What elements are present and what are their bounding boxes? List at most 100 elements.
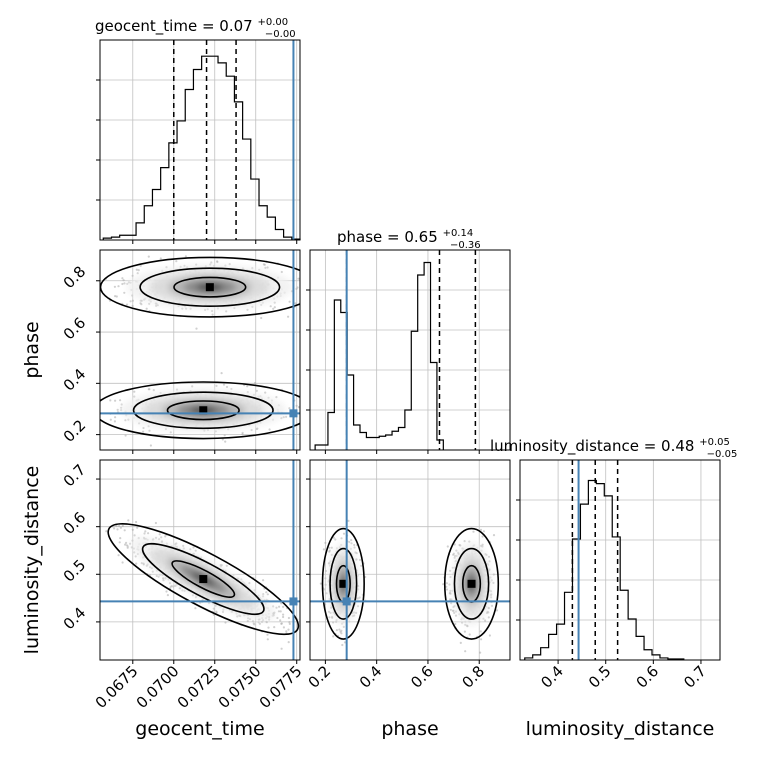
scatter-point: [215, 610, 218, 613]
phase-hist-frame: [309, 249, 511, 451]
x-tick-label: 0.6: [407, 662, 437, 692]
x-tick-label: 0.0700: [133, 662, 183, 712]
scatter-point: [136, 272, 139, 275]
scatter-point: [288, 407, 291, 410]
contour-line: [443, 527, 500, 640]
scatter-point: [488, 634, 491, 637]
scatter-point: [454, 622, 457, 626]
contour-line: [453, 547, 490, 620]
scatter-point: [257, 621, 260, 624]
density-peak: [205, 283, 214, 292]
scatter-point: [350, 542, 353, 545]
scatter-point: [258, 622, 261, 625]
scatter-point: [479, 630, 482, 633]
scatter-point: [142, 426, 145, 430]
scatter-point: [355, 611, 358, 615]
scatter-point: [288, 621, 291, 624]
scatter-point: [119, 537, 122, 540]
scatter-point: [342, 625, 345, 629]
scatter-point: [119, 526, 122, 529]
phase-title-sub: −0.36: [450, 240, 481, 251]
scatter-point: [122, 279, 125, 282]
scatter-point: [114, 399, 117, 402]
scatter-point: [287, 628, 290, 631]
scatter-point: [264, 266, 267, 269]
scatter-point: [155, 574, 158, 578]
scatter-point: [116, 408, 119, 411]
geocent_time-vs-phase-frame: [99, 249, 301, 451]
geocent-time-title: geocent_time = 0.07 +0.00 −0.00: [95, 11, 296, 40]
scatter-point: [272, 307, 275, 310]
phase-title-main: phase = 0.65: [337, 228, 438, 246]
scatter-point: [119, 399, 122, 402]
scatter-point: [135, 520, 138, 524]
geocent_time-vs-luminosity_distance-panel: [105, 519, 300, 650]
geocent_time-hist-frame: [99, 39, 301, 241]
scatter-point: [105, 530, 108, 533]
x-tick-label: 0.6: [633, 662, 663, 692]
scatter-point: [133, 390, 136, 393]
contour-line: [171, 560, 236, 598]
scatter-point: [230, 387, 233, 391]
scatter-point: [492, 573, 495, 576]
scatter-point: [343, 641, 347, 644]
scatter-point: [480, 638, 483, 641]
scatter-point: [276, 616, 279, 620]
scatter-point: [324, 577, 327, 580]
scatter-point: [169, 431, 172, 434]
phase-histogram: [314, 261, 444, 450]
scatter-point: [324, 569, 328, 573]
geocent-time-title-main: geocent_time = 0.07: [95, 17, 253, 36]
scatter-point: [265, 621, 268, 624]
scatter-point: [332, 536, 335, 539]
scatter-point: [131, 304, 134, 308]
scatter-point: [482, 530, 485, 533]
scatter-point: [123, 291, 126, 294]
scatter-point: [260, 620, 264, 624]
scatter-point: [328, 616, 331, 619]
scatter-point: [143, 532, 146, 535]
x-axis-label-luminosity-distance: luminosity_distance: [526, 718, 715, 740]
scatter-point: [449, 569, 452, 572]
scatter-point: [332, 621, 335, 624]
scatter-point: [340, 537, 343, 540]
density-peak: [199, 406, 208, 415]
geocent_time-vs-luminosity_distance-frame: [99, 459, 301, 661]
scatter-point: [297, 406, 300, 409]
scatter-point: [490, 604, 494, 608]
scatter-point: [115, 524, 118, 528]
scatter-point: [446, 545, 449, 548]
scatter-point: [236, 615, 239, 618]
scatter-point: [148, 388, 151, 391]
y-tick-label: 0.8: [60, 262, 90, 292]
scatter-point: [149, 444, 152, 447]
scatter-point: [221, 610, 225, 614]
scatter-point: [324, 541, 327, 545]
scatter-point: [481, 545, 484, 548]
scatter-point: [445, 588, 449, 591]
luminosity_distance-histogram: [524, 479, 685, 660]
y-tick-label: 0.7: [60, 461, 90, 491]
scatter-point: [147, 255, 150, 258]
x-axis-label-phase: phase: [381, 718, 438, 740]
scatter-point: [165, 266, 168, 269]
x-tick-label: 0.0725: [174, 662, 224, 712]
scatter-point: [464, 650, 467, 653]
scatter-point: [463, 540, 466, 543]
scatter-point: [254, 381, 257, 385]
scatter-point: [319, 582, 322, 585]
scatter-point: [175, 260, 178, 263]
scatter-point: [492, 534, 496, 537]
scatter-point: [356, 605, 360, 608]
scatter-point: [131, 274, 134, 277]
scatter-point: [114, 416, 117, 419]
scatter-point: [445, 582, 448, 585]
contour-line: [329, 547, 358, 620]
scatter-point: [147, 532, 150, 535]
scatter-point: [282, 605, 285, 609]
scatter-point: [295, 404, 298, 407]
scatter-point: [158, 533, 161, 536]
contour-line: [100, 381, 300, 440]
scatter-point: [282, 613, 285, 616]
scatter-point: [211, 313, 214, 316]
